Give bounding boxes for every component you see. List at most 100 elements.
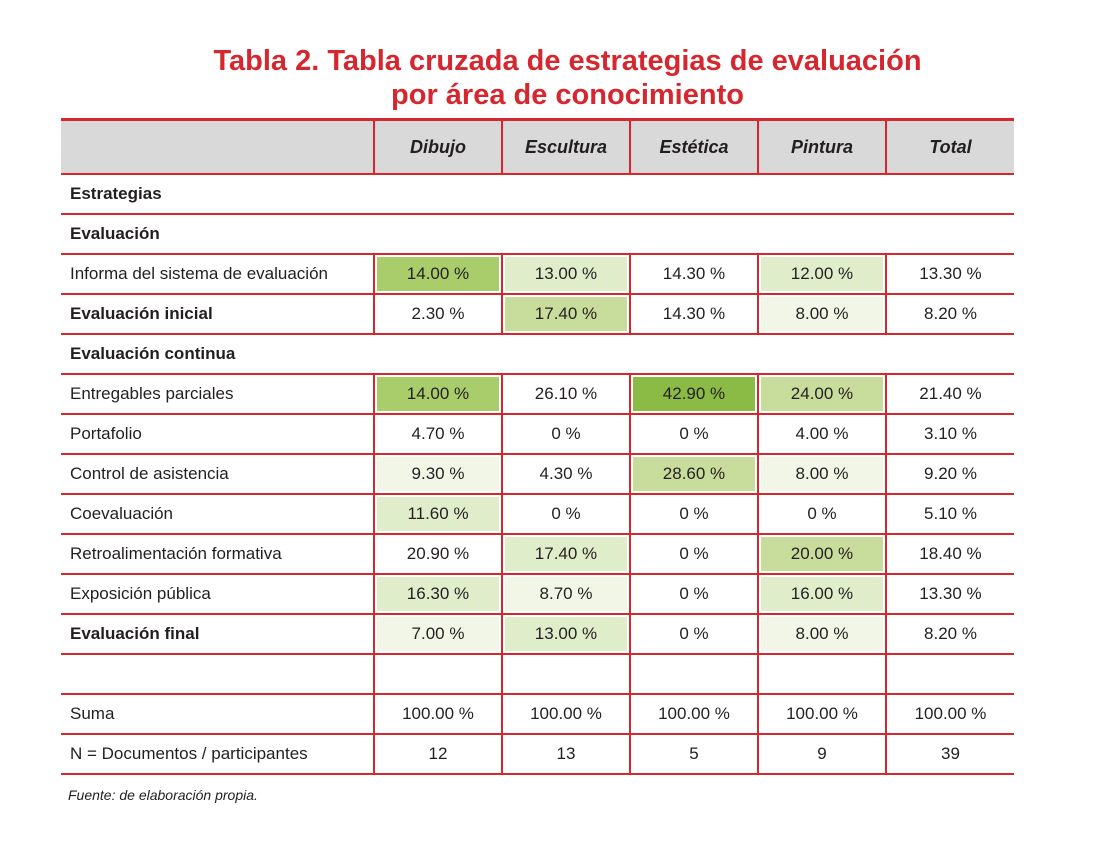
row-label: Exposición pública <box>61 574 374 615</box>
cell-value: 16.30 % <box>377 577 499 611</box>
cell-value: 21.40 % <box>919 384 982 403</box>
cell-value: 17.40 % <box>505 297 627 331</box>
table-cell: 14.00 % <box>373 254 502 295</box>
cell-value: 100.00 % <box>530 704 602 723</box>
table-cell: 14.30 % <box>629 254 758 295</box>
cell-value: 0 % <box>551 504 581 523</box>
table-cell: 3.10 % <box>885 414 1014 455</box>
cell-value: 9.30 % <box>377 457 499 491</box>
cell-value: 5.10 % <box>924 504 977 523</box>
table-cell: 4.00 % <box>757 414 886 455</box>
blank-label-cell <box>61 654 374 695</box>
table-cell: 0 % <box>757 494 886 535</box>
table-cell: 14.30 % <box>629 294 758 335</box>
row-label: Informa del sistema de evaluación <box>61 254 374 295</box>
table-row: Coevaluación 11.60 % 0 % 0 % 0 % 5.10 % <box>61 494 1014 535</box>
table-cell: 100.00 % <box>629 694 758 735</box>
crosstab-body: Dibujo Escultura Estética Pintura Total … <box>61 118 1014 775</box>
cell-value: 9.20 % <box>924 464 977 483</box>
cell-value: 13.00 % <box>505 257 627 291</box>
column-header-pintura: Pintura <box>757 118 886 175</box>
cell-value: 14.00 % <box>377 257 499 291</box>
table-cell: 18.40 % <box>885 534 1014 575</box>
table-cell: 8.70 % <box>501 574 630 615</box>
blank-row <box>61 654 1014 695</box>
table-cell: 100.00 % <box>373 694 502 735</box>
cell-value: 14.30 % <box>662 304 726 323</box>
table-cell: 0 % <box>629 534 758 575</box>
section-row: Evaluación <box>61 214 1014 255</box>
table-title: Tabla 2. Tabla cruzada de estrategias de… <box>60 44 1075 112</box>
table-row: Evaluación inicial 2.30 % 17.40 % 14.30 % 8.… <box>61 294 1014 335</box>
cell-value: 0 % <box>679 584 709 603</box>
section-label: Estrategias <box>61 174 1014 215</box>
table-cell: 16.30 % <box>373 574 502 615</box>
blank-cell <box>629 654 758 695</box>
cell-value: 14.30 % <box>662 264 726 283</box>
header-row: Dibujo Escultura Estética Pintura Total <box>61 118 1014 175</box>
table-cell: 20.90 % <box>373 534 502 575</box>
cell-value: 18.40 % <box>919 544 982 563</box>
cell-value: 9 <box>817 744 827 763</box>
table-cell: 12.00 % <box>757 254 886 295</box>
row-label: Retroalimentación formativa <box>61 534 374 575</box>
table-cell: 8.00 % <box>757 294 886 335</box>
source-note: Fuente: de elaboración propia. <box>68 787 258 803</box>
cell-value: 8.00 % <box>761 297 883 331</box>
table-cell: 39 <box>885 734 1014 775</box>
cell-value: 12.00 % <box>761 257 883 291</box>
table-cell: 13.00 % <box>501 614 630 655</box>
table-cell: 12 <box>373 734 502 775</box>
table-cell: 17.40 % <box>501 294 630 335</box>
table-cell: 8.00 % <box>757 614 886 655</box>
cell-value: 2.30 % <box>411 304 465 323</box>
cell-value: 0 % <box>551 424 581 443</box>
cell-value: 13.30 % <box>919 584 982 603</box>
section-label: Evaluación <box>61 214 1014 255</box>
row-label: N = Documentos / participantes <box>61 734 374 775</box>
blank-cell <box>373 654 502 695</box>
table-row: Control de asistencia 9.30 % 4.30 % 28.60 %… <box>61 454 1014 495</box>
header-corner <box>61 118 374 175</box>
cell-value: 100.00 % <box>658 704 730 723</box>
table-row: Portafolio 4.70 % 0 % 0 % 4.00 % 3.10 % <box>61 414 1014 455</box>
row-label: Evaluación final <box>61 614 374 655</box>
table-cell: 2.30 % <box>373 294 502 335</box>
section-label: Evaluación continua <box>61 334 1014 375</box>
table-row: Informa del sistema de evaluación 14.00 %… <box>61 254 1014 295</box>
cell-value: 14.00 % <box>377 377 499 411</box>
cell-value: 11.60 % <box>377 497 499 531</box>
blank-cell <box>501 654 630 695</box>
table-row: Exposición pública 16.30 % 8.70 % 0 % 16.00 … <box>61 574 1014 615</box>
table-cell: 14.00 % <box>373 374 502 415</box>
cell-value: 7.00 % <box>377 617 499 651</box>
table-title-line-2: por área de conocimiento <box>391 79 744 111</box>
row-label: Entregables parciales <box>61 374 374 415</box>
cell-value: 24.00 % <box>761 377 883 411</box>
cell-value: 0 % <box>679 504 709 523</box>
row-label: Portafolio <box>61 414 374 455</box>
cell-value: 0 % <box>679 624 709 643</box>
cell-value: 8.00 % <box>761 457 883 491</box>
table-cell: 0 % <box>629 614 758 655</box>
row-label: Control de asistencia <box>61 454 374 495</box>
cell-value: 100.00 % <box>786 704 858 723</box>
cell-value: 4.30 % <box>539 464 593 483</box>
table-cell: 5.10 % <box>885 494 1014 535</box>
table-cell: 13.00 % <box>501 254 630 295</box>
table-cell: 0 % <box>501 494 630 535</box>
column-header-escultura: Escultura <box>501 118 630 175</box>
cell-value: 13 <box>556 744 576 763</box>
table-cell: 100.00 % <box>757 694 886 735</box>
table-cell: 9.30 % <box>373 454 502 495</box>
table-cell: 11.60 % <box>373 494 502 535</box>
table-cell: 26.10 % <box>501 374 630 415</box>
blank-cell <box>757 654 886 695</box>
table-cell: 21.40 % <box>885 374 1014 415</box>
table-row: N = Documentos / participantes 12 13 5 9 39 <box>61 734 1014 775</box>
cell-value: 17.40 % <box>505 537 627 571</box>
cell-value: 39 <box>941 744 960 763</box>
cell-value: 8.20 % <box>924 624 977 643</box>
cell-value: 100.00 % <box>914 704 987 723</box>
table-cell: 0 % <box>629 494 758 535</box>
